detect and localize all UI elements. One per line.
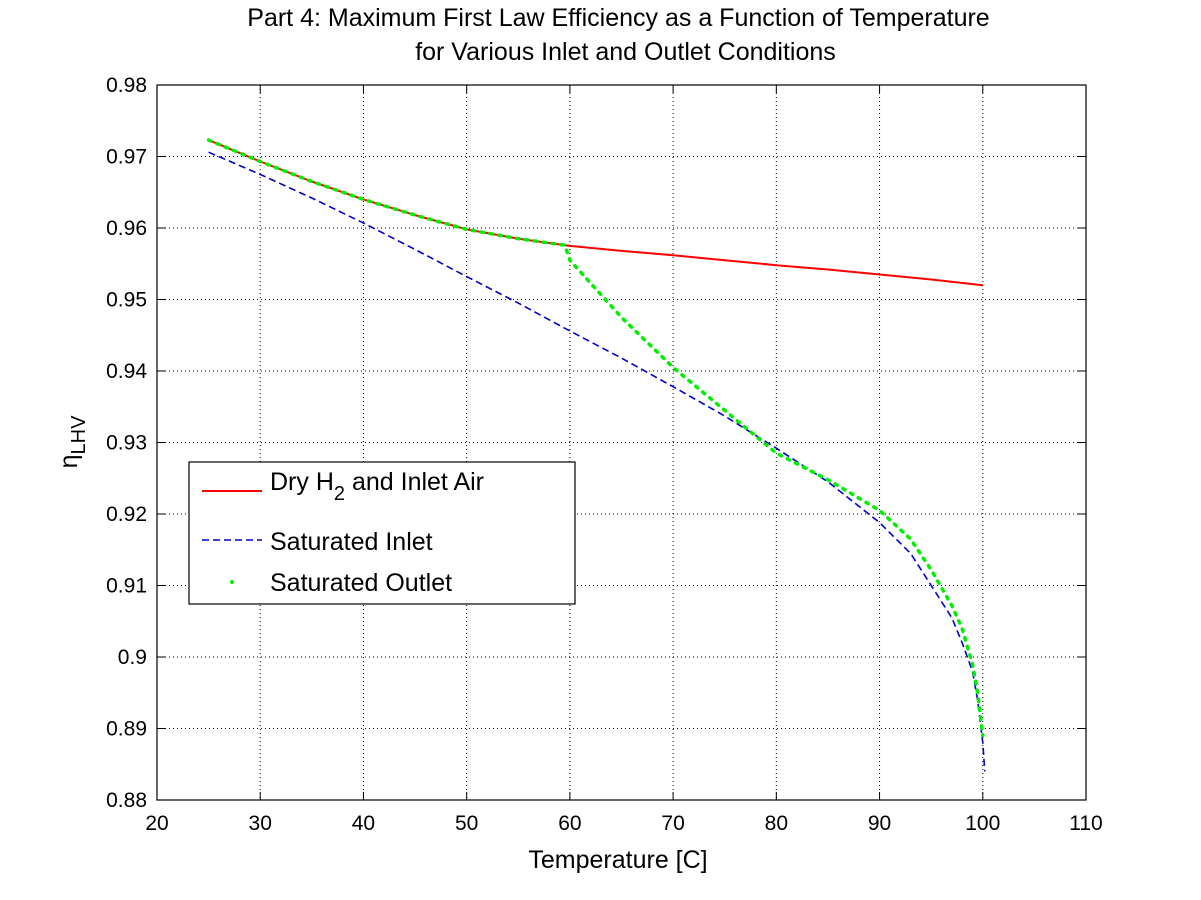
- x-tick-label: 60: [558, 812, 581, 835]
- series-layer: [206, 138, 986, 772]
- x-tick-label: 50: [455, 812, 478, 835]
- legend-swatch-dot: [230, 580, 234, 584]
- legend-label-dry-h2: Dry H2 and Inlet Air: [270, 468, 484, 505]
- legend-label-saturated-outlet: Saturated Outlet: [270, 569, 452, 597]
- x-tick-label: 110: [1069, 812, 1102, 835]
- x-axis-label: Temperature [C]: [528, 846, 707, 874]
- legend: Dry H2 and Inlet Air Saturated Inlet Sat…: [188, 461, 576, 605]
- y-tick-label: 0.94: [106, 360, 147, 383]
- y-axis-label-subscript: LHV: [68, 415, 90, 455]
- x-tick-label: 100: [965, 812, 1000, 835]
- y-tick-label: 0.88: [106, 789, 147, 812]
- x-tick-label: 90: [868, 812, 891, 835]
- y-tick-label: 0.96: [106, 217, 147, 240]
- svg-text:ηLHV: ηLHV: [55, 415, 90, 468]
- x-tick-label: 80: [765, 812, 788, 835]
- y-tick-label: 0.98: [106, 74, 147, 97]
- series-line-dry-h2: [208, 139, 983, 287]
- chart-title-line-1: Part 4: Maximum First Law Efficiency as …: [247, 4, 990, 32]
- x-tick-label: 40: [352, 812, 375, 835]
- legend-label-saturated-inlet: Saturated Inlet: [270, 528, 433, 556]
- x-tick-label: 20: [145, 812, 168, 835]
- x-tick-label: 30: [249, 812, 272, 835]
- y-tick-label: 0.92: [106, 503, 147, 526]
- y-tick-label: 0.91: [106, 575, 147, 598]
- legend-swatch-saturated-outlet: [230, 580, 234, 584]
- y-tick-label: 0.95: [106, 289, 147, 312]
- y-tick-label: 0.89: [106, 718, 147, 741]
- y-tick-label: 0.97: [106, 146, 147, 169]
- y-axis-label-main: η: [55, 455, 83, 469]
- x-tick-label: 70: [661, 812, 684, 835]
- chart-title-line-2: for Various Inlet and Outlet Conditions: [415, 38, 836, 66]
- tick-layer: 20 30 40 50 60 70 80 90 100 110 0.88 0.89 0.9 0.91 0.9…: [106, 74, 1103, 835]
- grid-layer: [157, 85, 1086, 800]
- y-tick-label: 0.93: [106, 432, 147, 455]
- series-line-saturated-outlet: [206, 138, 985, 738]
- legend-box: [188, 461, 576, 605]
- y-tick-label: 0.9: [118, 646, 147, 669]
- y-axis-label: ηLHV: [55, 415, 90, 468]
